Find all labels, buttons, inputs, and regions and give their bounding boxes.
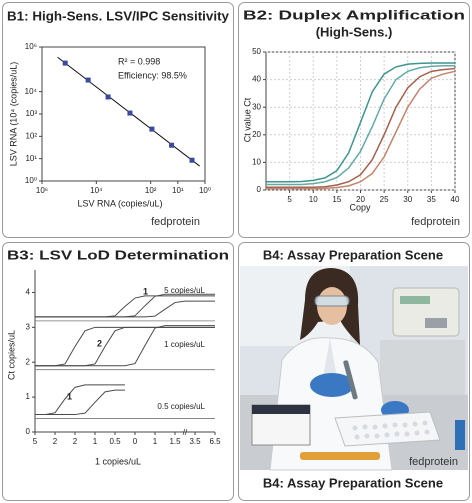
x-tick-label: 0.5 bbox=[109, 437, 121, 446]
y-tick-label: 10² bbox=[25, 131, 37, 140]
y-axis-label: LSV RNA (10⁴ (copies/uL) bbox=[8, 62, 18, 166]
x-axis-label: LSV RNA (copies/uL) bbox=[77, 198, 162, 208]
x-tick-label: 20 bbox=[356, 195, 365, 204]
x-tick-label: 0 bbox=[133, 437, 138, 446]
y-tick-label: 0 bbox=[257, 185, 262, 194]
x-tick-label: 10⁴ bbox=[90, 186, 103, 195]
x-tick-label: 10¹ bbox=[172, 186, 184, 195]
instrument bbox=[392, 287, 460, 337]
plate-wells bbox=[352, 420, 430, 440]
group-label: 5 copies/uL bbox=[164, 286, 205, 295]
point bbox=[149, 126, 155, 132]
y-tick-label: 50 bbox=[252, 47, 261, 56]
x-tick-label: 30 bbox=[403, 195, 412, 204]
y-tick-label: 0 bbox=[26, 427, 31, 436]
x-tick-label: 2 bbox=[73, 437, 78, 446]
point bbox=[105, 94, 111, 100]
watermark: fedprotein bbox=[409, 456, 458, 468]
panel-frame bbox=[2, 2, 234, 238]
tube-rack bbox=[455, 420, 465, 450]
group-label: 1 copies/uL bbox=[164, 340, 205, 349]
panel-title: B3: LSV LoD Determination bbox=[7, 247, 229, 262]
instrument-screen bbox=[425, 318, 447, 328]
x-tick-label: 10² bbox=[145, 186, 157, 195]
group-annotation: 1 bbox=[143, 286, 148, 296]
goggles bbox=[314, 295, 350, 307]
series-line bbox=[35, 325, 215, 367]
panel-frame bbox=[2, 242, 234, 501]
x-tick-label: 5 bbox=[287, 195, 292, 204]
y-tick-label: 2 bbox=[26, 357, 31, 366]
y-tick-label: 10 bbox=[252, 158, 261, 167]
annotation: Efficiency: 98.5% bbox=[118, 70, 187, 80]
panel-subtitle: (High-Sens.) bbox=[316, 24, 393, 39]
instrument-panel bbox=[400, 296, 430, 304]
x-tick-label: 2 bbox=[53, 437, 58, 446]
x-axis-label: Copy bbox=[349, 202, 371, 212]
y-tick-label: 4 bbox=[26, 288, 31, 297]
glove bbox=[310, 373, 354, 397]
group-annotation: 2 bbox=[97, 338, 102, 348]
series-line bbox=[35, 300, 215, 318]
y-tick-label: 10³ bbox=[25, 109, 37, 118]
x-tick-label: 1.5 bbox=[169, 437, 181, 446]
group-label: 0.5 copies/uL bbox=[157, 402, 205, 411]
y-tick-label: 3 bbox=[26, 322, 31, 331]
series-line bbox=[266, 70, 456, 190]
point bbox=[127, 110, 133, 116]
point bbox=[85, 77, 91, 83]
annotation: R² = 0.998 bbox=[118, 56, 160, 66]
panel-title: B4: Assay Preparation Scene bbox=[263, 247, 443, 262]
y-tick-label: 1 bbox=[26, 392, 31, 401]
pipette bbox=[343, 360, 358, 400]
panel-title: B1: High-Sens. LSV/IPC Sensitivity bbox=[7, 8, 230, 23]
x-tick-label: 10⁶ bbox=[36, 186, 48, 195]
x-tick-label: 40 bbox=[451, 195, 460, 204]
watermark: fedprotein bbox=[411, 216, 460, 228]
x-tick-label: 25 bbox=[380, 195, 389, 204]
series-line bbox=[266, 67, 456, 188]
panel-caption: B4: Assay Preparation Scene bbox=[263, 475, 443, 490]
y-tick-label: 10⁶ bbox=[25, 42, 37, 51]
plate bbox=[334, 411, 441, 447]
y-tick-label: 40 bbox=[252, 75, 261, 84]
x-tick-label: 10⁰ bbox=[199, 186, 211, 195]
axis-break: // bbox=[183, 428, 188, 437]
y-tick-label: 10⁰ bbox=[25, 176, 37, 185]
x-axis-label: 1 copies/uL bbox=[95, 456, 141, 466]
panel-title: B2: Duplex Amplification bbox=[243, 7, 465, 22]
x-tick-label: 5 bbox=[33, 437, 38, 446]
y-axis-label: Ct value Ct bbox=[242, 97, 252, 142]
x-tick-label: 10 bbox=[309, 195, 318, 204]
y-axis-label: Ct copies/uL bbox=[6, 330, 16, 380]
kit-box-lid bbox=[252, 405, 310, 414]
panel-frame bbox=[238, 2, 470, 238]
point bbox=[62, 60, 68, 66]
watermark: fedprotein bbox=[151, 216, 200, 228]
y-tick-label: 20 bbox=[252, 130, 261, 139]
series-line bbox=[35, 389, 125, 416]
x-tick-label: 1 bbox=[93, 437, 98, 446]
series-line bbox=[266, 62, 455, 183]
x-tick-label: 3.5 bbox=[189, 437, 201, 446]
shelf bbox=[380, 340, 465, 395]
lab-scene bbox=[240, 266, 468, 471]
y-tick-label: 30 bbox=[252, 102, 261, 111]
y-tick-label: 10⁴ bbox=[25, 87, 38, 96]
y-tick-label: 10¹ bbox=[25, 154, 37, 163]
pipette-lying bbox=[300, 452, 380, 460]
point bbox=[169, 142, 175, 148]
group-annotation: 1 bbox=[67, 391, 72, 401]
x-tick-label: 35 bbox=[427, 195, 436, 204]
series-line bbox=[266, 65, 455, 186]
point bbox=[189, 157, 195, 163]
series-line bbox=[35, 384, 125, 416]
x-tick-label: 15 bbox=[332, 195, 341, 204]
x-tick-label: 1 bbox=[153, 437, 158, 446]
x-tick-label: 6.5 bbox=[209, 437, 221, 446]
